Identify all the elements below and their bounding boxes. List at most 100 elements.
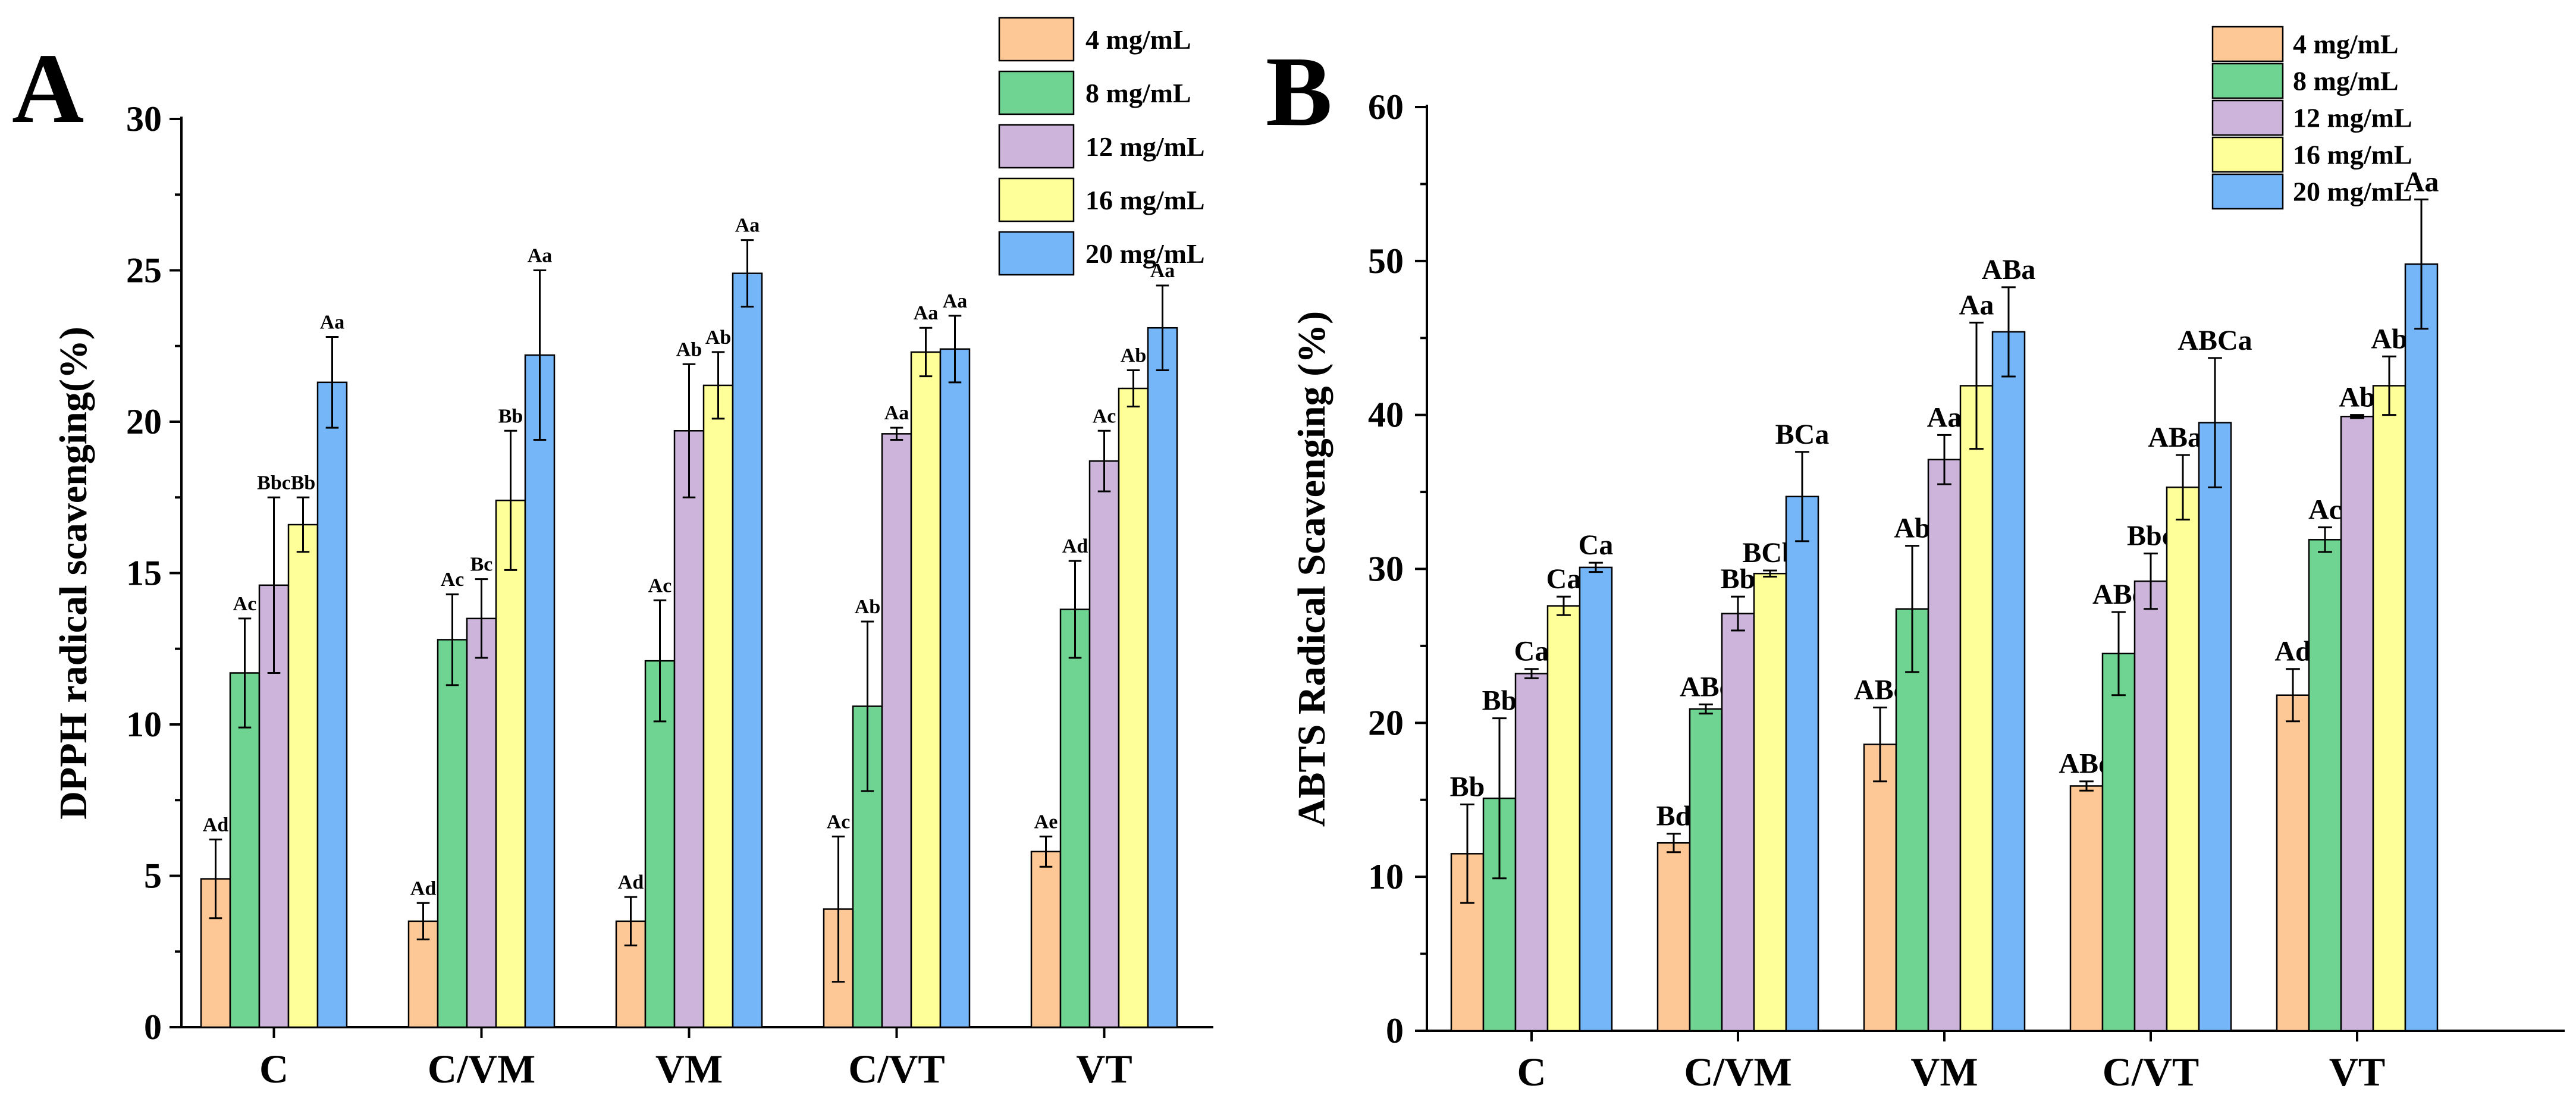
legend: 4 mg/mL 8 mg/mL 12 mg/mL 16 mg/mL 20 mg/mL xyxy=(2211,26,2412,210)
bar-20mgml xyxy=(1147,327,1178,1028)
bar-16mgml xyxy=(495,500,526,1028)
significance-label: Aa xyxy=(2404,166,2439,197)
x-category-label: VT xyxy=(2329,1049,2385,1094)
bar-12mgml xyxy=(2133,580,2168,1032)
significance-label: Bbc xyxy=(257,472,291,494)
y-tick-label: 0 xyxy=(144,1008,162,1047)
bar-8mgml xyxy=(1689,708,1723,1032)
bar-16mgml xyxy=(702,384,734,1028)
significance-label: Ac xyxy=(827,811,851,833)
bar-4mgml xyxy=(1030,851,1062,1028)
significance-label: Ca xyxy=(1514,636,1549,667)
significance-label: Ad xyxy=(2274,636,2311,667)
significance-label: Aa xyxy=(914,302,939,324)
significance-label: Ac xyxy=(1093,405,1116,427)
y-tick-label: 20 xyxy=(1368,703,1404,742)
x-category-label: C/VM xyxy=(1684,1049,1791,1094)
significance-label: Bb xyxy=(1450,771,1485,803)
bar-12mgml xyxy=(1088,460,1120,1028)
bar-12mgml xyxy=(881,433,912,1028)
legend-swatch xyxy=(998,231,1075,276)
significance-label: ABCa xyxy=(2177,325,2252,356)
bar-4mgml xyxy=(2276,694,2310,1032)
bar-16mgml xyxy=(2166,487,2200,1032)
significance-label: Ab xyxy=(2339,382,2375,413)
significance-label: Ca xyxy=(1579,529,1614,561)
significance-label: Ac xyxy=(233,593,257,615)
significance-label: Ab xyxy=(1894,513,1930,544)
x-category-label: C/VT xyxy=(2103,1049,2199,1094)
significance-label: Bb xyxy=(498,405,523,427)
bar-20mgml xyxy=(2404,263,2439,1032)
bar-12mgml xyxy=(673,430,705,1028)
significance-label: Ae xyxy=(1034,811,1058,833)
bar-20mgml xyxy=(1579,566,1613,1032)
legend-label: 12 mg/mL xyxy=(1085,131,1205,162)
y-tick-label: 60 xyxy=(1368,87,1404,127)
x-category-label: VM xyxy=(655,1046,723,1091)
legend-label: 12 mg/mL xyxy=(2293,102,2412,133)
significance-label: Ca xyxy=(1546,563,1582,595)
bar-16mgml xyxy=(1753,573,1787,1032)
legend: 4 mg/mL 8 mg/mL 12 mg/mL 16 mg/mL 20 mg/mL xyxy=(998,17,1205,276)
legend-label: 8 mg/mL xyxy=(2293,65,2399,96)
bar-12mgml xyxy=(258,584,290,1028)
bar-16mgml xyxy=(287,523,319,1028)
panel-b-chart: B ABTS Radical Scavenging (%) 0 10 20 30 40 50 6… xyxy=(1266,26,2565,1094)
legend-label: 20 mg/mL xyxy=(1085,239,1205,269)
significance-label: ABa xyxy=(1982,254,2036,285)
significance-label: Bd xyxy=(1656,801,1692,832)
significance-label: Bb xyxy=(1721,563,1756,595)
y-axis-title: DPPH radical scavenging(%) xyxy=(52,327,95,820)
bar-20mgml xyxy=(732,272,763,1028)
y-tick-label: 20 xyxy=(126,402,162,441)
bar-16mgml xyxy=(1118,387,1149,1028)
bar-12mgml xyxy=(1721,613,1755,1032)
y-tick-label: 5 xyxy=(144,856,162,896)
x-category-label: C xyxy=(259,1046,288,1091)
legend-swatch xyxy=(2211,136,2284,173)
bar-12mgml xyxy=(1514,673,1549,1032)
bar-20mgml xyxy=(316,381,348,1028)
significance-label: Aa xyxy=(1150,260,1175,282)
y-tick-label: 30 xyxy=(126,99,162,139)
significance-label: Ad xyxy=(618,871,644,893)
y-tick-label: 40 xyxy=(1368,396,1404,435)
legend-swatch xyxy=(2211,26,2284,62)
y-tick-label: 25 xyxy=(126,251,162,290)
y-tick-label: 50 xyxy=(1368,241,1404,281)
y-tick-label: 10 xyxy=(1368,857,1404,896)
legend-label: 16 mg/mL xyxy=(2293,139,2412,170)
significance-label: Aa xyxy=(320,311,345,333)
significance-label: Ac xyxy=(2308,494,2342,526)
significance-label: Ab xyxy=(855,596,880,618)
bar-16mgml xyxy=(2372,385,2406,1032)
significance-label: Aa xyxy=(884,402,909,424)
significance-label: Bc xyxy=(470,554,493,576)
bar-20mgml xyxy=(524,354,556,1028)
x-category-label: C xyxy=(1517,1049,1546,1094)
x-category-label: VM xyxy=(1910,1049,1978,1094)
x-category-label: C/VT xyxy=(848,1046,945,1091)
bar-20mgml xyxy=(1785,495,1819,1032)
legend-swatch xyxy=(998,70,1075,115)
y-tick-label: 30 xyxy=(1368,550,1404,589)
panel-letter: A xyxy=(12,33,84,144)
bar-8mgml xyxy=(437,639,468,1028)
bar-4mgml xyxy=(1656,842,1691,1032)
bar-8mgml xyxy=(2101,652,2136,1032)
bar-16mgml xyxy=(1546,605,1581,1032)
significance-label: Ab xyxy=(676,338,702,360)
legend-label: 4 mg/mL xyxy=(1085,24,1191,55)
legend-swatch xyxy=(998,124,1075,169)
bar-16mgml xyxy=(1959,385,1994,1032)
significance-label: Ab xyxy=(1121,344,1146,366)
legend-swatch xyxy=(2211,62,2284,99)
significance-label: Ac xyxy=(648,575,672,597)
bar-12mgml xyxy=(466,617,497,1028)
y-axis-title: ABTS Radical Scavenging (%) xyxy=(1290,311,1334,827)
bar-20mgml xyxy=(2198,422,2232,1032)
bar-4mgml xyxy=(1863,743,1897,1032)
